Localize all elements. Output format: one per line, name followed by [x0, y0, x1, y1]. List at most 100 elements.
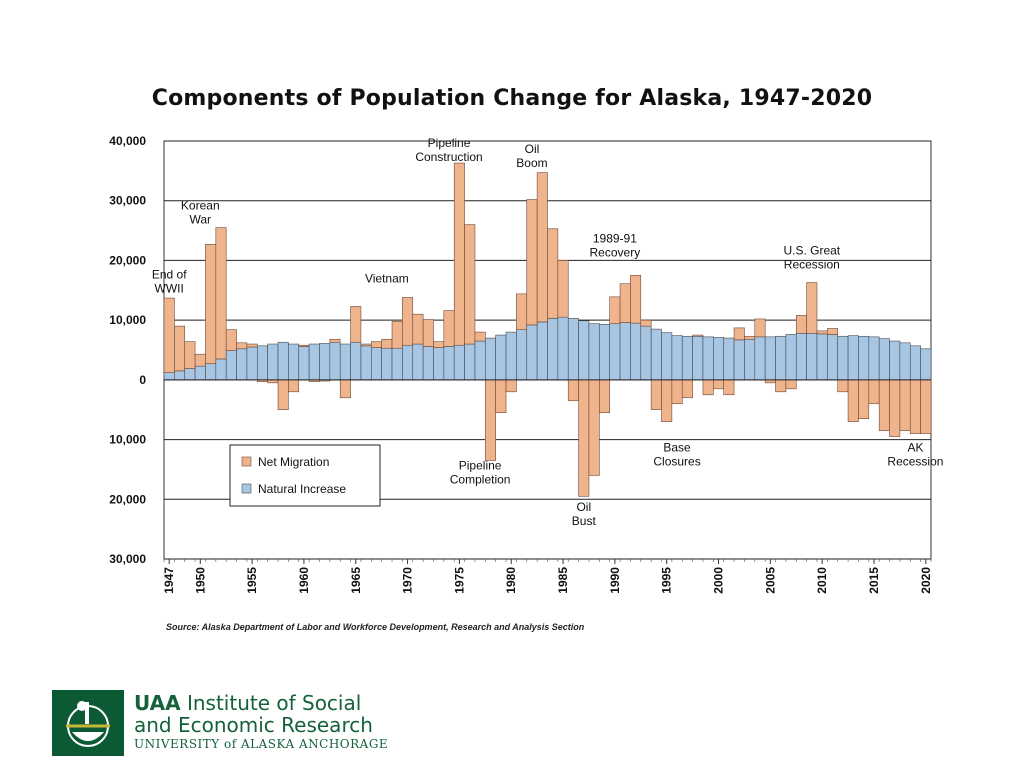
natural-increase-bar — [350, 341, 362, 381]
annotation-label: Vietnam — [365, 272, 409, 286]
net-migration-bar — [391, 321, 403, 349]
annotation-label: Base — [663, 441, 691, 455]
natural-increase-bar — [370, 347, 382, 381]
natural-increase-bar — [557, 316, 569, 381]
chalice-emblem-icon — [66, 701, 110, 747]
annotation-label: WWII — [155, 281, 184, 295]
net-migration-bar — [474, 331, 486, 342]
net-migration-bar — [163, 297, 175, 373]
net-migration-bar — [433, 341, 445, 348]
natural-increase-bar — [744, 338, 756, 381]
natural-increase-bar — [298, 346, 310, 381]
natural-increase-bar — [329, 341, 341, 381]
y-tick-label: 0 — [139, 373, 146, 387]
net-migration-bar — [464, 224, 476, 345]
annotation-label: End of — [152, 267, 187, 281]
natural-increase-bar — [785, 334, 797, 381]
logo-line-2: and Economic Research — [134, 713, 373, 737]
natural-increase-bar — [339, 343, 351, 381]
y-tick-label: 20,000 — [109, 253, 146, 267]
net-migration-bar — [402, 297, 414, 346]
natural-increase-bar — [847, 335, 859, 381]
x-tick-label: 1980 — [504, 567, 518, 594]
natural-increase-bar — [464, 343, 476, 381]
net-migration-bar — [785, 379, 797, 390]
net-migration-bar — [360, 343, 372, 347]
y-tick-label: 20,000 — [109, 492, 146, 506]
natural-increase-bar — [360, 345, 372, 381]
natural-increase-bar — [764, 336, 776, 381]
net-migration-bar — [557, 260, 569, 318]
natural-increase-bar — [816, 333, 828, 381]
annotation-label: Pipeline — [428, 136, 471, 150]
x-tick-label: 1960 — [297, 567, 311, 594]
natural-increase-bar — [775, 335, 787, 381]
net-migration-bar — [443, 310, 455, 347]
natural-increase-bar — [194, 365, 206, 381]
net-migration-bar — [702, 379, 714, 396]
x-tick-label: 1995 — [660, 567, 674, 594]
annotation-label: Recession — [784, 257, 840, 271]
net-migration-bar — [225, 329, 237, 351]
annotation-label: Pipeline — [459, 458, 502, 472]
natural-increase-bar — [256, 345, 268, 381]
natural-increase-bar — [681, 335, 693, 381]
natural-increase-bar — [837, 335, 849, 381]
natural-increase-bar — [702, 336, 714, 381]
natural-increase-bar — [246, 346, 258, 381]
net-migration-bar — [547, 228, 559, 319]
net-migration-bar — [174, 325, 186, 372]
net-migration-bar — [920, 379, 932, 434]
net-migration-bar — [609, 296, 621, 325]
natural-increase-bar — [713, 337, 725, 381]
natural-increase-bar — [433, 347, 445, 381]
natural-increase-bar — [288, 343, 300, 381]
net-migration-bar — [619, 283, 631, 323]
net-migration-bar — [795, 315, 807, 334]
x-tick-label: 2020 — [919, 567, 933, 594]
x-tick-label: 1947 — [162, 567, 176, 594]
net-migration-bar — [516, 293, 528, 330]
net-migration-bar — [505, 379, 517, 393]
x-tick-label: 2015 — [867, 567, 881, 594]
net-migration-bar — [298, 344, 310, 347]
x-tick-label: 1990 — [608, 567, 622, 594]
net-migration-bar — [858, 379, 870, 419]
natural-increase-bar — [516, 329, 528, 381]
natural-increase-bar — [495, 334, 507, 381]
net-migration-bar — [205, 244, 217, 365]
annotation-label: Recovery — [590, 246, 641, 260]
annotation-label: Oil — [576, 500, 591, 514]
net-migration-bar — [775, 379, 787, 393]
net-migration-bar — [837, 379, 849, 393]
net-migration-bar — [692, 334, 704, 337]
annotation-label: Closures — [653, 455, 700, 469]
natural-increase-bar — [806, 332, 818, 381]
net-migration-bar — [526, 199, 538, 326]
annotation-label: Recession — [887, 455, 943, 469]
annotation-label: AK — [907, 441, 923, 455]
x-tick-label: 1985 — [556, 567, 570, 594]
x-tick-label: 1970 — [401, 567, 415, 594]
natural-increase-bar — [795, 332, 807, 381]
annotation-label: Boom — [516, 156, 547, 170]
annotation-label: Oil — [525, 142, 540, 156]
natural-increase-bar — [505, 331, 517, 381]
y-tick-label: 30,000 — [109, 194, 146, 208]
x-tick-label: 2005 — [763, 567, 777, 594]
natural-increase-bar — [205, 363, 217, 381]
legend-swatch-natural-increase — [241, 483, 252, 494]
natural-increase-bar — [661, 332, 673, 381]
uaa-mark: UAA — [134, 691, 181, 715]
net-migration-bar — [744, 335, 756, 340]
y-tick-label: 40,000 — [109, 134, 146, 148]
natural-increase-bar — [443, 346, 455, 381]
natural-increase-bar — [236, 348, 248, 381]
net-migration-bar — [339, 379, 351, 399]
net-migration-bar — [816, 330, 828, 335]
net-migration-bar — [640, 319, 652, 327]
natural-increase-bar — [909, 345, 921, 381]
natural-increase-bar — [163, 372, 175, 381]
annotation-label: Bust — [572, 514, 597, 528]
